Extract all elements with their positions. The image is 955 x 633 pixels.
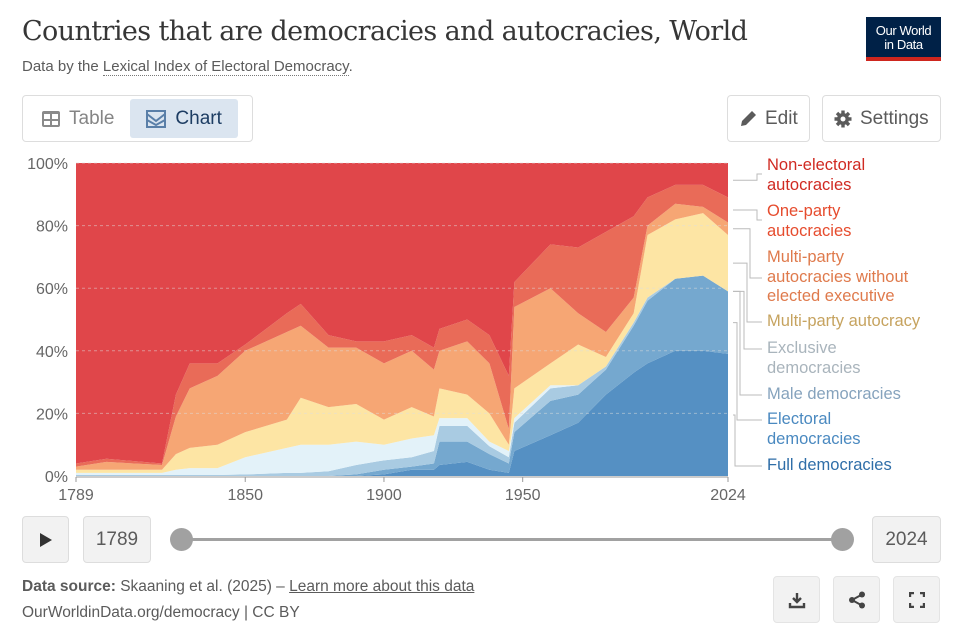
timeline-track[interactable] xyxy=(181,538,842,541)
source-label: Data source: xyxy=(22,578,116,595)
y-tick-label: 20% xyxy=(36,406,68,423)
end-year-box[interactable]: 2024 xyxy=(872,516,941,563)
y-tick-label: 80% xyxy=(36,219,68,236)
stacked-area-chart: 0% 20% 40% 60% 80% 100% 1789 1850 1900 1950 2024 xyxy=(27,156,762,504)
download-button[interactable] xyxy=(773,576,820,623)
legend-label-line: autocracies xyxy=(767,175,852,194)
legend-label-line: autocracies xyxy=(767,221,852,240)
share-icon xyxy=(848,591,865,608)
legend-label-line: Electoral xyxy=(767,410,832,428)
area-electoral[interactable] xyxy=(76,275,728,476)
page-title: Countries that are democracies and autoc… xyxy=(22,16,748,47)
legend-item-exclusive[interactable]: Exclusive democracies xyxy=(767,339,861,378)
logo-line-2: in Data xyxy=(884,37,923,52)
table-icon xyxy=(42,110,60,127)
subtitle-prefix: Data by the xyxy=(22,58,103,75)
subtitle: Data by the Lexical Index of Electoral D… xyxy=(22,58,353,76)
download-icon xyxy=(788,592,805,608)
legend-connector xyxy=(733,209,762,221)
settings-label: Settings xyxy=(860,107,929,129)
legend-label-line: Exclusive xyxy=(767,339,837,357)
start-year-box[interactable]: 1789 xyxy=(83,516,151,563)
x-tick-label: 1900 xyxy=(366,487,402,504)
timeline-start-handle[interactable] xyxy=(170,528,193,551)
legend-item-male[interactable]: Male democracies xyxy=(767,385,901,405)
legend-label-line: Male democracies xyxy=(767,385,901,403)
legend-connector xyxy=(733,173,762,181)
legend-label-line: democracies xyxy=(767,358,861,377)
legend-connector xyxy=(733,414,762,467)
footer-url[interactable]: OurWorldinData.org/democracy | CC BY xyxy=(22,604,300,621)
tab-table[interactable]: Table xyxy=(26,99,130,138)
x-tick-label: 2024 xyxy=(710,487,746,504)
legend-item-mpwo[interactable]: Multi-party autocracies without elected ex… xyxy=(767,248,908,307)
data-source: Data source: Skaaning et al. (2025) – Le… xyxy=(22,578,474,596)
fullscreen-icon xyxy=(908,591,925,608)
area-mpa[interactable] xyxy=(76,213,728,473)
legend-connector xyxy=(733,262,762,323)
edit-button[interactable]: Edit xyxy=(727,95,810,142)
legend-label-line: Multi-party xyxy=(767,248,845,266)
legend-item-mpa[interactable]: Multi-party autocracy xyxy=(767,312,920,332)
x-tick-label: 1789 xyxy=(58,487,94,504)
legend-label-line: Multi-party autocracy xyxy=(767,312,921,330)
y-tick-label: 40% xyxy=(36,344,68,361)
share-button[interactable] xyxy=(833,576,880,623)
edit-label: Edit xyxy=(765,107,798,129)
pencil-icon xyxy=(741,110,756,126)
lied-link[interactable]: Lexical Index of Electoral Democracy xyxy=(102,58,349,76)
legend-item-one[interactable]: One-party autocracies xyxy=(767,202,851,241)
legend-connector xyxy=(733,290,762,396)
y-tick-label: 0% xyxy=(45,469,68,486)
legend-label-line: democracies xyxy=(767,429,861,448)
legend-label-line: Non-electoral xyxy=(767,156,866,174)
area-full[interactable] xyxy=(76,350,728,476)
area-nonel[interactable] xyxy=(76,163,728,464)
gear-icon xyxy=(834,110,852,127)
x-tick-label: 1950 xyxy=(505,487,541,504)
owid-logo[interactable]: Our World in Data xyxy=(866,17,941,61)
learn-more-link[interactable]: Learn more about this data xyxy=(289,578,475,595)
x-tick-label: 1850 xyxy=(227,487,263,504)
area-male[interactable] xyxy=(76,275,728,476)
logo-line-1: Our World xyxy=(875,23,932,38)
legend-item-nonel[interactable]: Non-electoral autocracies xyxy=(767,156,865,195)
tab-table-label: Table xyxy=(69,107,115,129)
legend-connector xyxy=(733,228,762,279)
y-tick-label: 100% xyxy=(27,156,68,173)
settings-button[interactable]: Settings xyxy=(822,95,941,142)
legend-item-full[interactable]: Full democracies xyxy=(767,456,892,476)
play-button[interactable] xyxy=(22,516,69,563)
legend-label-line: One-party xyxy=(767,202,841,220)
source-text: Skaaning et al. (2025) – xyxy=(115,578,290,595)
y-tick-label: 60% xyxy=(36,281,68,298)
legend-label-line: autocracies without xyxy=(767,267,909,286)
area-one[interactable] xyxy=(76,184,728,467)
legend-connector xyxy=(733,322,762,421)
tab-chart-label: Chart xyxy=(175,107,222,129)
chart-icon xyxy=(146,109,167,128)
legend-label-line: elected executive xyxy=(767,287,895,305)
timeline-end-handle[interactable] xyxy=(831,528,854,551)
subtitle-suffix: . xyxy=(348,58,353,75)
tab-chart[interactable]: Chart xyxy=(130,99,238,138)
play-icon xyxy=(39,532,52,547)
legend-label-line: Full democracies xyxy=(767,456,892,474)
area-mpwo[interactable] xyxy=(76,203,728,470)
fullscreen-button[interactable] xyxy=(893,576,940,623)
legend-item-electoral[interactable]: Electoral democracies xyxy=(767,410,861,449)
view-tabs: Table Chart xyxy=(22,95,253,142)
